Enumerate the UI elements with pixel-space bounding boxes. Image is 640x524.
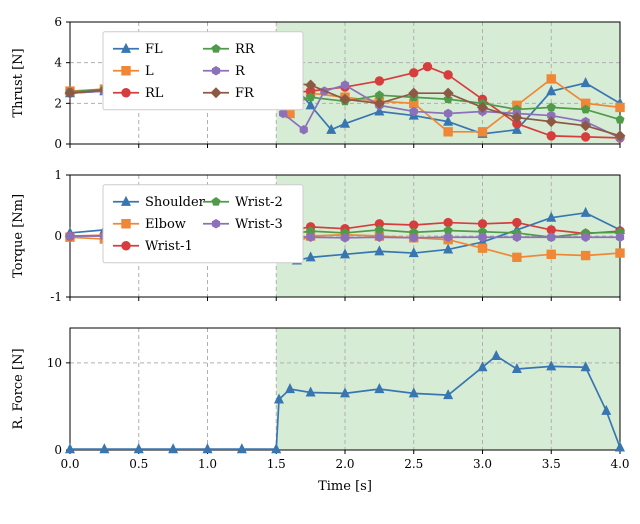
svg-text:2.5: 2.5 <box>404 457 423 471</box>
legend-label: Shoulder <box>145 195 206 210</box>
legend-label: Wrist-3 <box>235 217 283 232</box>
svg-text:10: 10 <box>47 356 62 370</box>
svg-text:6: 6 <box>54 15 62 29</box>
legend-label: Wrist-1 <box>145 239 193 254</box>
ylabel: Torque [Nm] <box>11 194 26 278</box>
svg-text:0.5: 0.5 <box>129 457 148 471</box>
svg-text:1.0: 1.0 <box>198 457 217 471</box>
svg-text:1: 1 <box>54 168 62 182</box>
legend: FLLRLRRRFR <box>103 32 303 110</box>
svg-text:0: 0 <box>54 137 62 151</box>
svg-text:4.0: 4.0 <box>610 457 629 471</box>
legend-label: Elbow <box>145 217 186 232</box>
svg-text:2: 2 <box>54 96 62 110</box>
svg-text:-1: -1 <box>50 290 62 304</box>
svg-text:3.5: 3.5 <box>542 457 561 471</box>
svg-text:0.0: 0.0 <box>60 457 79 471</box>
legend-label: FR <box>235 86 255 101</box>
xlabel: Time [s] <box>318 479 372 494</box>
panel-1: -1 0 1 Torque [Nm] Shoulder Elbow Wrist-1 Wrist… <box>11 168 624 304</box>
panel-0: 0246Thrust [N]FLLRLRRRFR <box>11 15 625 151</box>
shade-region <box>276 328 620 450</box>
ylabel: Thrust [N] <box>11 48 26 117</box>
legend-label: Wrist-2 <box>235 195 283 210</box>
legend-label: R <box>235 64 246 79</box>
legend-label: RR <box>235 42 256 57</box>
legend-label: FL <box>145 42 163 57</box>
panel-2: 0 10 0.0 0.5 1.0 1.5 2.0 2.5 3.0 3.5 4.0 R. Force [… <box>11 328 630 471</box>
ylabel: R. Force [N] <box>11 348 26 429</box>
svg-text:3.0: 3.0 <box>473 457 492 471</box>
legend-label: RL <box>145 86 164 101</box>
svg-text:2.0: 2.0 <box>335 457 354 471</box>
legend: Shoulder Elbow Wrist-1 Wrist-2 Wrist-3 <box>103 185 303 263</box>
svg-text:0: 0 <box>54 229 62 243</box>
svg-text:1.5: 1.5 <box>267 457 286 471</box>
svg-text:0: 0 <box>54 443 62 457</box>
svg-text:4: 4 <box>54 56 62 70</box>
legend-label: L <box>145 64 154 79</box>
